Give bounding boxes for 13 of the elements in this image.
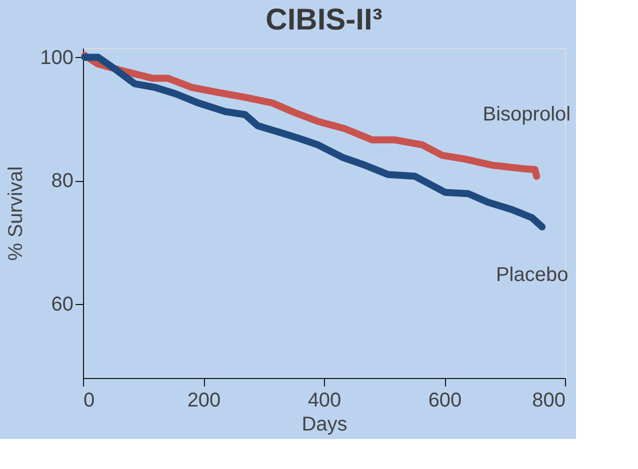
- y-tick-label: 80: [51, 170, 74, 192]
- x-axis-title: Days: [302, 414, 348, 436]
- x-tick-label: 800: [532, 390, 566, 412]
- text: Placebo: [496, 264, 568, 286]
- series-label: Bisoprolol: [482, 103, 571, 126]
- x-tick-label: 400: [308, 390, 342, 412]
- chart-title: CIBIS-II³: [266, 3, 382, 36]
- y-tick-label: 100: [40, 46, 74, 69]
- y-axis-title: % Survival: [5, 166, 28, 261]
- y-tick-label: 60: [51, 293, 74, 316]
- x-tick-label: 600: [428, 390, 462, 412]
- x-tick-label: 0: [84, 390, 95, 412]
- x-tick-label: 200: [187, 390, 221, 412]
